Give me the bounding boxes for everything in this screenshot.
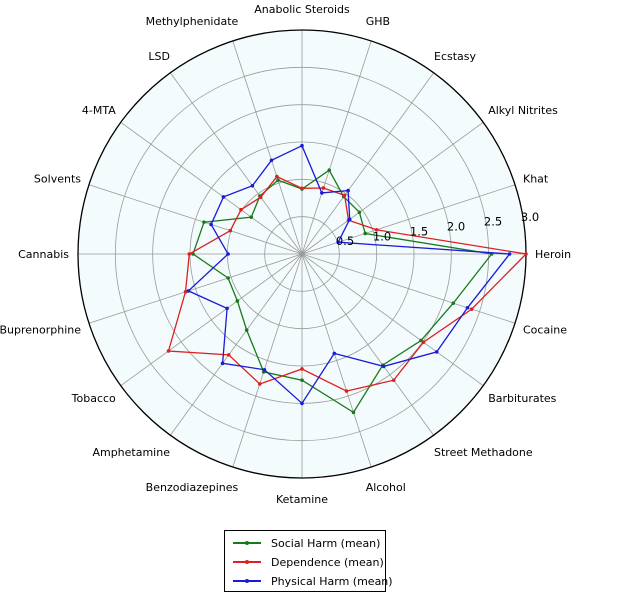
category-label: Cocaine (523, 324, 567, 337)
category-label: Amphetamine (92, 446, 170, 459)
radial-tick-labels: 0.5 1.0 1.5 2.0 2.5 3.0 (336, 210, 539, 248)
legend-label-dependence: Dependence (mean) (271, 555, 384, 569)
data-point (300, 367, 304, 371)
data-point (336, 240, 341, 245)
category-label: Heroin (535, 248, 571, 261)
data-point (262, 367, 267, 372)
legend: Social Harm (mean) Dependence (mean) Phy… (224, 530, 393, 592)
data-point (166, 349, 171, 353)
category-labels: Heroin Cocaine Barbiturates Street Methadon… (0, 3, 571, 506)
data-point (226, 252, 230, 256)
legend-swatch-social-harm (233, 541, 261, 545)
data-point (347, 217, 352, 222)
category-label: GHB (366, 15, 390, 28)
data-point (186, 289, 191, 293)
radial-tick-label: 3.0 (521, 210, 539, 224)
category-label: Ketamine (276, 493, 328, 506)
series-group (166, 143, 528, 415)
category-label: Street Methadone (434, 446, 533, 459)
data-point (221, 195, 226, 199)
data-point (235, 299, 240, 303)
data-point (276, 178, 280, 182)
legend-swatch-dependence (233, 560, 261, 564)
data-point (332, 351, 337, 356)
data-point (374, 227, 379, 232)
data-point (300, 143, 304, 148)
legend-item-dependence: Dependence (mean) (233, 553, 384, 571)
category-label: LSD (148, 50, 170, 63)
data-point (381, 364, 386, 369)
data-point (250, 183, 255, 188)
data-point (351, 410, 356, 415)
radial-tick-label: 2.5 (484, 215, 502, 229)
data-point (300, 186, 304, 191)
data-point (239, 207, 243, 212)
legend-label-social-harm: Social Harm (mean) (271, 536, 381, 550)
radial-tick-label: 1.5 (410, 224, 428, 238)
data-point (346, 188, 350, 193)
series-2 (186, 143, 512, 406)
data-point (183, 290, 188, 294)
data-point (269, 158, 274, 163)
data-point (187, 252, 192, 256)
data-point (249, 215, 254, 219)
radial-tick-label: 2.0 (447, 220, 465, 234)
category-label: Khat (523, 172, 549, 185)
category-label: Anabolic Steroids (254, 3, 350, 16)
series-1 (166, 174, 528, 393)
data-point (342, 193, 347, 198)
category-label: Barbiturates (488, 392, 556, 405)
category-label: Buprenorphine (0, 324, 81, 337)
data-point (357, 210, 362, 215)
data-point (244, 328, 249, 332)
data-point (327, 168, 332, 173)
data-point (320, 191, 324, 195)
legend-item-physical-harm: Physical Harm (mean) (233, 572, 393, 590)
category-label: Cannabis (18, 248, 69, 261)
category-label: Benzodiazepines (146, 481, 239, 494)
grid-ring (264, 216, 340, 292)
data-point (363, 231, 368, 236)
data-point (469, 307, 474, 311)
legend-swatch-physical-harm (233, 579, 261, 583)
category-label: Methylphenidate (146, 15, 239, 28)
category-label: Alcohol (366, 481, 406, 494)
legend-label-physical-harm: Physical Harm (mean) (271, 574, 393, 588)
radial-tick-label: 0.5 (336, 234, 354, 248)
data-point (524, 252, 528, 256)
category-label: Ecstasy (434, 50, 477, 63)
data-point (209, 222, 213, 227)
data-point (257, 382, 262, 386)
data-point (202, 220, 206, 224)
data-point (300, 401, 304, 406)
category-label: 4-MTA (82, 104, 116, 117)
data-point (258, 195, 263, 200)
data-point (465, 305, 470, 310)
data-point (300, 378, 304, 382)
data-point (226, 276, 230, 280)
radial-tick-label: 1.0 (373, 229, 391, 243)
data-point (321, 186, 326, 190)
legend-item-social-harm: Social Harm (mean) (233, 534, 380, 552)
data-point (391, 378, 396, 383)
data-point (507, 252, 512, 256)
data-point (225, 306, 229, 311)
category-label: Solvents (34, 172, 81, 185)
data-point (434, 350, 439, 354)
data-point (275, 174, 279, 179)
data-point (421, 340, 426, 345)
series-0 (191, 168, 494, 415)
category-label: Tobacco (71, 392, 116, 405)
category-label: Alkyl Nitrites (488, 104, 558, 117)
data-point (220, 361, 225, 366)
data-point (226, 353, 231, 357)
data-point (344, 389, 349, 393)
data-point (228, 228, 233, 233)
data-point (451, 301, 456, 305)
